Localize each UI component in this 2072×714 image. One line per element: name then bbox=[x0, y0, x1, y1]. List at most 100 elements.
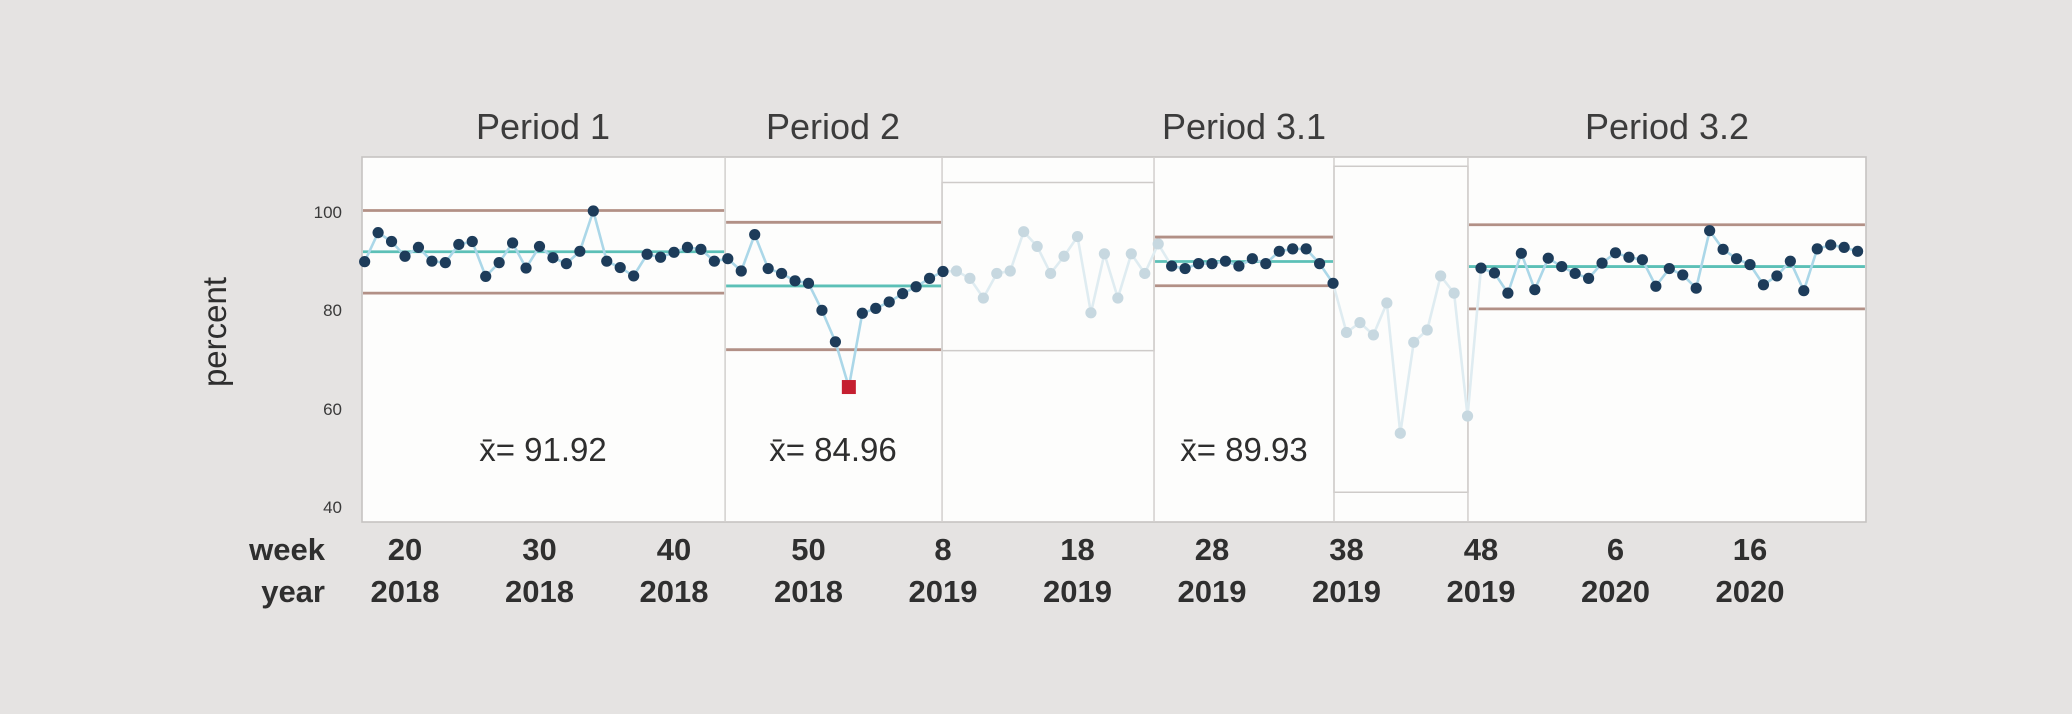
data-point bbox=[1583, 272, 1595, 284]
excluded-data-point bbox=[1031, 240, 1043, 253]
data-point bbox=[1488, 267, 1501, 279]
x-tick-year: 2019 bbox=[1043, 574, 1112, 609]
data-point bbox=[1246, 253, 1258, 265]
excluded-data-point bbox=[964, 272, 976, 284]
excluded-data-point bbox=[1085, 307, 1097, 319]
data-point bbox=[1273, 245, 1285, 257]
data-point bbox=[762, 262, 774, 275]
data-point bbox=[480, 270, 492, 283]
excluded-data-point bbox=[1421, 324, 1433, 336]
excluded-data-point bbox=[1340, 326, 1353, 339]
excluded-series-line bbox=[955, 230, 1160, 315]
data-point bbox=[1757, 279, 1770, 291]
excluded-data-point bbox=[1018, 226, 1030, 238]
data-point bbox=[1730, 253, 1743, 265]
data-point bbox=[1542, 252, 1554, 264]
data-point bbox=[1556, 260, 1568, 273]
data-point bbox=[816, 304, 828, 316]
x-tick-year: 2018 bbox=[639, 574, 709, 609]
data-point bbox=[1771, 270, 1783, 282]
data-point bbox=[493, 257, 505, 269]
excluded-data-point bbox=[1448, 287, 1460, 299]
data-point bbox=[856, 307, 868, 319]
data-point bbox=[1192, 258, 1205, 270]
x-tick-week: 50 bbox=[791, 532, 826, 567]
x-tick-year: 2020 bbox=[1581, 574, 1650, 609]
data-point bbox=[1623, 251, 1635, 263]
x-tick-week: 8 bbox=[934, 532, 952, 567]
x-tick-year: 2019 bbox=[1177, 574, 1247, 609]
data-point bbox=[614, 261, 626, 274]
x-tick-year: 2018 bbox=[774, 574, 843, 609]
data-point bbox=[883, 296, 895, 308]
y-tick-40: 40 bbox=[323, 498, 342, 517]
data-point bbox=[668, 246, 680, 258]
stage-title-period-2: Period 2 bbox=[765, 106, 901, 147]
data-point bbox=[359, 256, 371, 268]
excluded-data-point bbox=[1004, 265, 1016, 277]
x-tick-year: 2019 bbox=[908, 574, 978, 609]
excluded-data-point bbox=[1139, 267, 1151, 280]
excluded-data-point bbox=[1394, 427, 1406, 439]
excluded-data-point bbox=[991, 267, 1003, 280]
data-point bbox=[1798, 285, 1810, 297]
data-point bbox=[708, 255, 720, 267]
data-point bbox=[453, 238, 465, 251]
data-point bbox=[1475, 262, 1487, 274]
excluded-data-point bbox=[1071, 230, 1084, 243]
data-point bbox=[1825, 239, 1837, 251]
stage-title-period-3-2: Period 3.2 bbox=[1584, 106, 1750, 147]
data-point bbox=[372, 227, 384, 239]
mean-annotation-period-3-1: x̄= 89.93 bbox=[1180, 431, 1308, 468]
data-point bbox=[1704, 225, 1716, 237]
x-tick-week: 28 bbox=[1194, 532, 1230, 567]
excluded-series-line bbox=[1345, 274, 1469, 435]
y-axis-title: percent bbox=[196, 276, 233, 388]
data-point bbox=[1166, 260, 1178, 272]
data-point bbox=[722, 253, 734, 265]
stage-title-period-1: Period 1 bbox=[475, 106, 611, 147]
data-point bbox=[735, 265, 747, 277]
data-point bbox=[641, 248, 653, 260]
data-point bbox=[1663, 262, 1675, 275]
excluded-data-point bbox=[1381, 297, 1393, 309]
data-point bbox=[520, 262, 532, 274]
data-point bbox=[1717, 243, 1729, 255]
data-point bbox=[560, 258, 573, 270]
excluded-data-point bbox=[1435, 270, 1447, 282]
x-tick-year: 2019 bbox=[1446, 574, 1516, 609]
data-point bbox=[506, 237, 519, 249]
data-point bbox=[574, 245, 586, 257]
data-point bbox=[1744, 259, 1756, 271]
data-point bbox=[1233, 260, 1245, 272]
series-connector-line bbox=[1331, 282, 1348, 333]
data-point bbox=[1569, 267, 1581, 280]
data-point bbox=[1609, 247, 1622, 259]
data-point bbox=[776, 267, 788, 280]
excluded-data-point bbox=[1125, 248, 1137, 260]
x-axis-week-row-label: week bbox=[249, 532, 325, 567]
data-point bbox=[1636, 254, 1648, 266]
x-tick-year: 2018 bbox=[370, 574, 440, 609]
data-point bbox=[1784, 255, 1796, 267]
data-point bbox=[870, 302, 882, 314]
data-point bbox=[547, 252, 559, 264]
data-point bbox=[937, 265, 949, 278]
x-tick-week: 16 bbox=[1732, 532, 1768, 567]
data-point bbox=[426, 255, 438, 267]
x-tick-week: 30 bbox=[522, 532, 557, 567]
excluded-data-point bbox=[1098, 248, 1110, 260]
data-point bbox=[910, 281, 922, 293]
excluded-data-point bbox=[1461, 410, 1474, 422]
data-point bbox=[1314, 258, 1326, 270]
x-tick-week: 40 bbox=[656, 532, 692, 567]
data-point bbox=[654, 251, 667, 263]
data-point bbox=[1502, 287, 1514, 299]
data-point bbox=[412, 241, 425, 254]
x-tick-week: 48 bbox=[1463, 532, 1499, 567]
excluded-data-point bbox=[1152, 238, 1164, 250]
x-tick-week: 20 bbox=[387, 532, 423, 567]
data-point bbox=[1677, 269, 1689, 281]
